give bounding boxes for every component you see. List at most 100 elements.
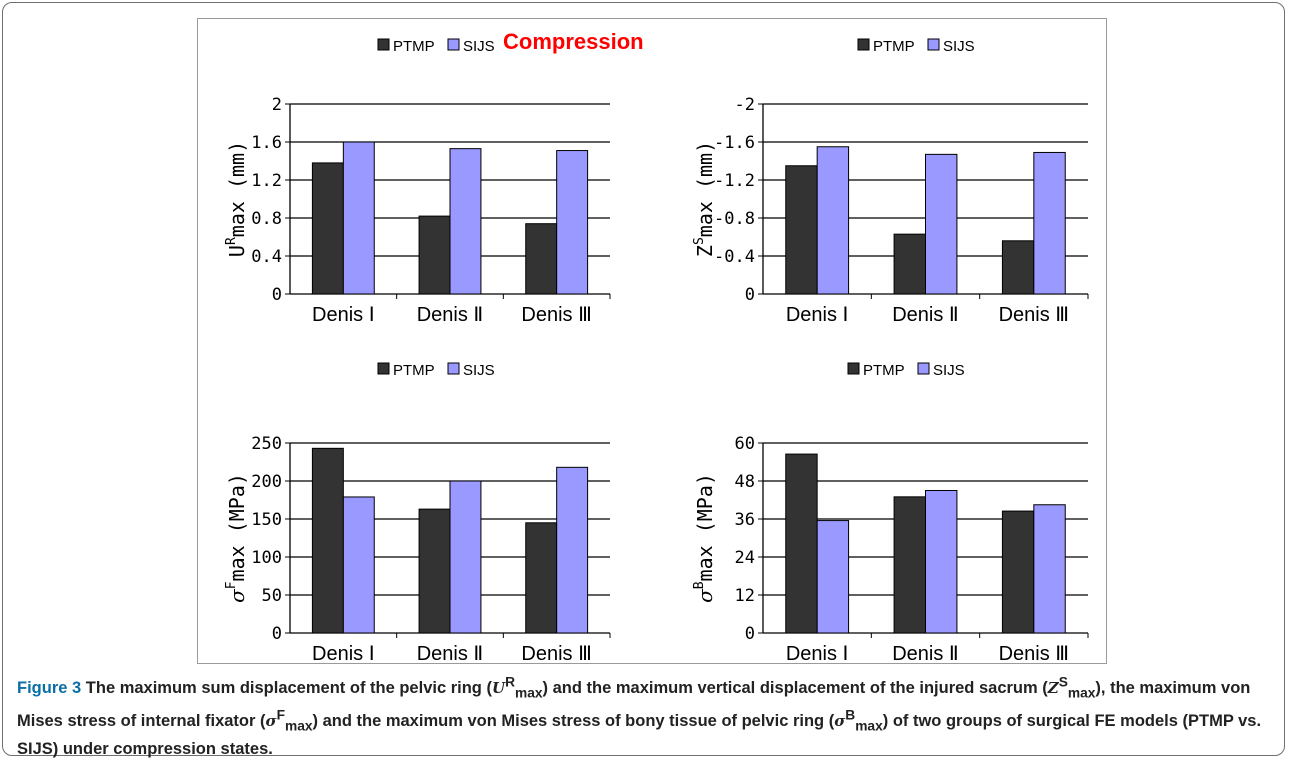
bar-sijs-1 (816, 520, 850, 634)
y-tick-label: 60 (735, 434, 755, 454)
category-label: Denis Ⅰ (786, 643, 849, 665)
caption-text-2: ) and the maximum vertical displacement … (542, 678, 1048, 697)
caption-sub-max-1: max (515, 684, 543, 700)
legend-label-ptmp: PTMP (873, 38, 915, 55)
y-tick-label: -1.6 (714, 133, 755, 153)
legend-4: PTMP SIJS (847, 362, 965, 379)
caption-symbol-u: U (491, 678, 506, 697)
bar-ptmp-3 (1001, 510, 1035, 634)
bar-ptmp-3 (1001, 240, 1035, 295)
bar-sijs-2 (925, 153, 958, 295)
y-axis-label: ZSmax (mm) (692, 141, 717, 257)
legend-1: PTMP SIJS (377, 38, 495, 55)
legend-swatch-ptmp (847, 362, 860, 375)
y-tick-label: 0 (745, 285, 755, 305)
caption-symbol-z: Z (1047, 678, 1059, 697)
caption-text-1: The maximum sum displacement of the pelv… (85, 678, 492, 697)
legend-3: PTMP SIJS (377, 362, 495, 379)
caption-label: Figure 3 (17, 678, 82, 697)
bar-ptmp-1 (785, 453, 818, 634)
legend-label-ptmp: PTMP (863, 362, 905, 379)
bar-ptmp-1 (311, 447, 344, 634)
caption-sup-s: S (1058, 674, 1068, 689)
y-tick-label: -0.8 (714, 209, 755, 229)
category-label: Denis Ⅱ (417, 643, 484, 665)
bar-sijs-1 (342, 141, 375, 295)
y-tick-label: 0 (272, 624, 282, 644)
y-axis-label: URmax (mm) (224, 141, 249, 257)
legend-label-sijs: SIJS (463, 362, 495, 379)
caption-text-3: ), the maximum von Mises stress of inter… (17, 678, 1251, 731)
chart-panel-3: PTMP SIJS 0 50 100 150 200 250 Denis Ⅰ Denis Ⅱ Den… (224, 362, 611, 665)
bar-ptmp-3 (525, 522, 558, 634)
chart-panel-2: PTMP SIJS 0 -0.4 -0.8 -1.2 -1.6 -2 Denis Ⅰ Denis … (692, 38, 1089, 326)
y-axis-label: σBmax (MPa) (692, 473, 717, 603)
y-tick-label: 24 (735, 548, 755, 568)
y-tick-label: 0 (272, 285, 282, 305)
legend-2: PTMP SIJS (857, 38, 975, 55)
figure-caption: Figure 3 The maximum sum displacement of… (17, 670, 1279, 761)
legend-swatch-ptmp (377, 38, 390, 51)
y-tick-label: 1.2 (251, 171, 282, 191)
chart-panel-4: PTMP SIJS 0 12 24 36 48 60 Denis Ⅰ Denis Ⅱ Denis Ⅲ… (692, 362, 1089, 665)
legend-label-sijs: SIJS (943, 38, 975, 55)
caption-symbol-sigma-f: σ (265, 712, 277, 731)
bar-sijs-1 (816, 146, 850, 295)
category-label: Denis Ⅰ (312, 304, 375, 326)
category-label: Denis Ⅰ (786, 304, 849, 326)
caption-text-4: ) and the maximum von Mises stress of bo… (312, 712, 835, 731)
category-label: Denis Ⅱ (417, 304, 484, 326)
bar-sijs-1 (342, 496, 375, 634)
bar-ptmp-2 (893, 496, 926, 634)
caption-text-5: ) of two groups of surgical FE models (P… (17, 712, 1262, 758)
legend-swatch-sijs (447, 362, 460, 375)
bar-sijs-3 (1033, 504, 1066, 634)
y-tick-label: 0.8 (251, 209, 282, 229)
figure-image: Compression PTMP SIJS 0 0.4 0.8 1.2 1.6 2 Denis … (197, 18, 1107, 665)
y-tick-label: 250 (251, 434, 282, 454)
y-tick-label: 1.6 (251, 133, 282, 153)
y-tick-label: 100 (251, 548, 282, 568)
category-label: Denis Ⅱ (892, 643, 959, 665)
caption-sub-max-3: max (284, 718, 313, 734)
bar-ptmp-2 (418, 215, 451, 295)
legend-swatch-ptmp (377, 362, 390, 375)
caption-sup-f: F (276, 707, 285, 723)
bar-sijs-2 (449, 148, 482, 295)
chart-panel-1: PTMP SIJS 0 0.4 0.8 1.2 1.6 2 Denis Ⅰ Denis Ⅱ Deni… (224, 38, 611, 326)
figure-title: Compression (503, 29, 644, 54)
bar-sijs-3 (556, 150, 589, 295)
category-label: Denis Ⅲ (999, 643, 1069, 665)
category-label: Denis Ⅰ (312, 643, 375, 665)
y-axis-label: σFmax (MPa) (224, 473, 249, 603)
bar-ptmp-2 (418, 508, 451, 634)
legend-swatch-sijs (447, 38, 460, 51)
y-tick-label: 50 (262, 586, 282, 606)
y-tick-label: 12 (735, 586, 755, 606)
chart-canvas: Compression PTMP SIJS 0 0.4 0.8 1.2 1.6 2 Denis … (224, 29, 1089, 665)
y-tick-label: -0.4 (714, 247, 755, 267)
y-tick-label: 36 (735, 510, 755, 530)
caption-symbol-sigma-b: σ (834, 712, 846, 731)
category-label: Denis Ⅱ (892, 304, 959, 326)
y-tick-label: 0 (745, 624, 755, 644)
y-tick-label: 2 (272, 95, 282, 115)
caption-sup-r: R (505, 674, 515, 689)
category-label: Denis Ⅲ (521, 304, 591, 326)
bar-sijs-2 (925, 490, 958, 634)
legend-label-sijs: SIJS (463, 38, 495, 55)
y-tick-label: 0.4 (251, 247, 282, 267)
bar-ptmp-1 (785, 165, 818, 295)
bar-ptmp-2 (893, 233, 926, 295)
caption-sub-max-4: max (855, 718, 883, 734)
y-tick-label: -2 (735, 95, 755, 115)
legend-swatch-sijs (927, 38, 940, 51)
legend-swatch-sijs (917, 362, 930, 375)
bar-ptmp-1 (311, 162, 344, 295)
y-tick-label: 150 (251, 510, 282, 530)
bar-sijs-3 (1033, 151, 1066, 295)
category-label: Denis Ⅲ (521, 643, 591, 665)
caption-sub-max-2: max (1067, 684, 1096, 700)
category-label: Denis Ⅲ (999, 304, 1069, 326)
